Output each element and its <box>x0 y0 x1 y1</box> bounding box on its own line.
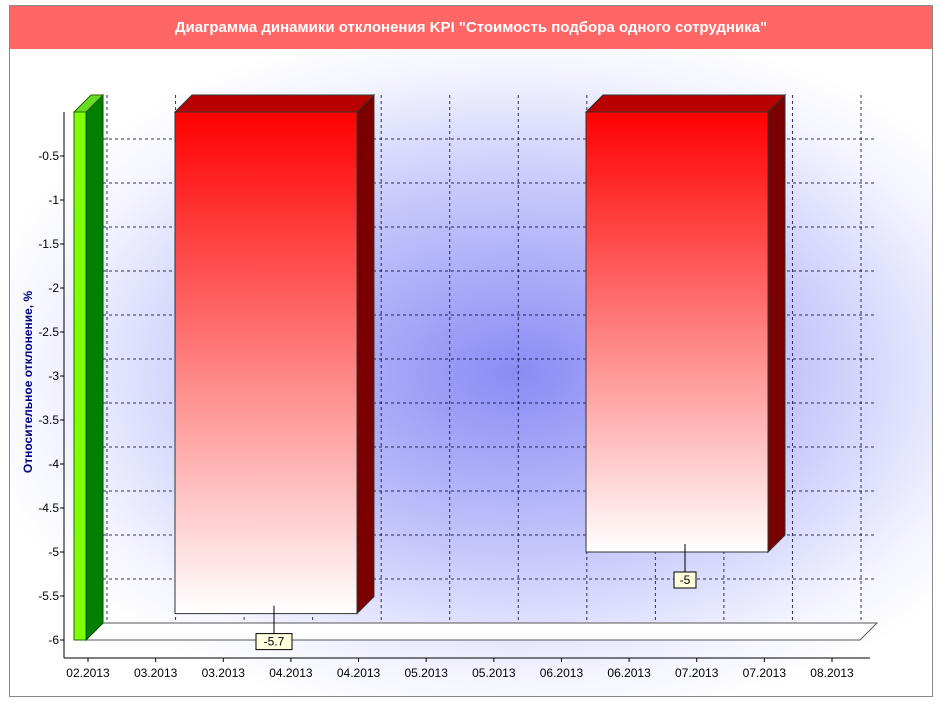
y-tick-label: -3.5 <box>38 413 59 427</box>
x-tick-label: 07.2013 <box>743 666 787 680</box>
x-tick-label: 03.2013 <box>134 666 178 680</box>
bar-top <box>584 94 787 113</box>
x-tick-label: 08.2013 <box>810 666 854 680</box>
y-tick-label: -1 <box>48 193 59 207</box>
y-tick-label: -6 <box>48 633 59 647</box>
bar-front <box>174 111 358 615</box>
chart-floor <box>84 622 879 641</box>
bar-top <box>173 94 376 113</box>
y-tick-label: -2.5 <box>38 325 59 339</box>
y-tick-label: -3 <box>48 369 59 383</box>
x-tick-label: 07.2013 <box>675 666 719 680</box>
y-tick-label: -5 <box>48 545 59 559</box>
x-tick-label: 06.2013 <box>540 666 584 680</box>
x-tick-label: 06.2013 <box>607 666 651 680</box>
bar-side <box>767 93 786 554</box>
y-tick-label: -0.5 <box>38 149 59 163</box>
data-label-box <box>255 633 293 651</box>
wall-top <box>72 94 105 113</box>
x-tick-label: 03.2013 <box>202 666 246 680</box>
data-label-box <box>673 571 697 589</box>
y-tick-label: -5.5 <box>38 589 59 603</box>
x-tick-label: 05.2013 <box>472 666 516 680</box>
data-label: -5 <box>680 573 691 587</box>
data-label: -5.7 <box>264 635 285 649</box>
y-tick-label: -2 <box>48 281 59 295</box>
bar-side <box>356 93 375 615</box>
bar-front <box>585 111 769 553</box>
y-tick-label: -4.5 <box>38 501 59 515</box>
y-axis-title: Относительное отклонение, % <box>21 291 35 474</box>
y-tick-label: -4 <box>48 457 59 471</box>
x-tick-label: 04.2013 <box>337 666 381 680</box>
x-tick-label: 04.2013 <box>269 666 313 680</box>
wall-front <box>73 111 87 641</box>
x-tick-label: 05.2013 <box>404 666 448 680</box>
x-tick-label: 02.2013 <box>66 666 110 680</box>
wall-side <box>85 93 104 642</box>
y-tick-label: -1.5 <box>38 237 59 251</box>
